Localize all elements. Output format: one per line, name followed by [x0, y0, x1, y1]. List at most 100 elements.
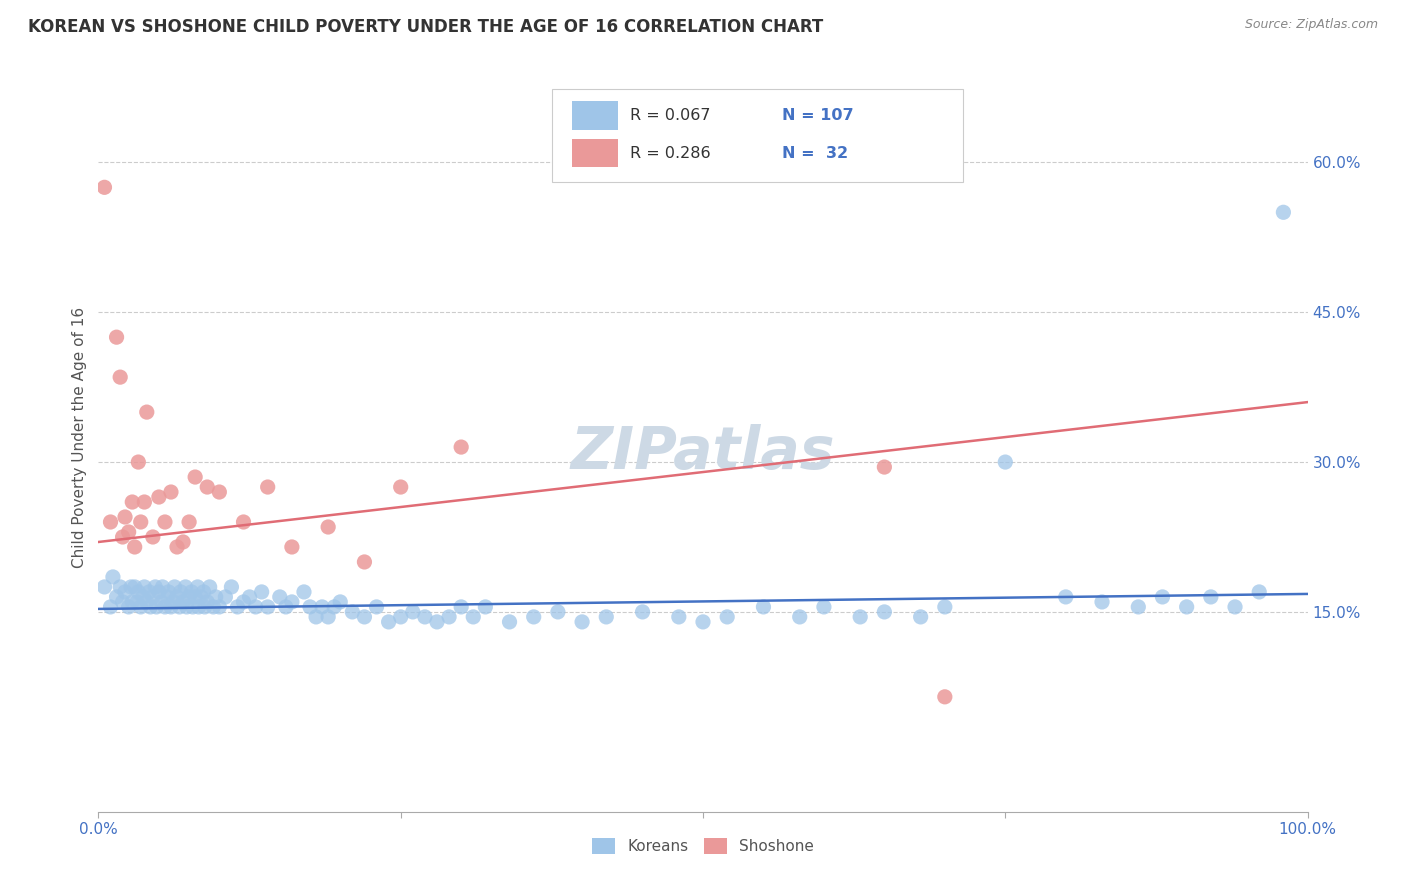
Point — [873, 460, 896, 475]
Point — [873, 605, 896, 619]
Point — [166, 590, 188, 604]
Point — [160, 485, 183, 500]
FancyBboxPatch shape — [551, 88, 963, 182]
Point — [132, 590, 155, 604]
Point — [934, 599, 956, 614]
Point — [1054, 590, 1077, 604]
Point — [366, 599, 388, 614]
Point — [153, 515, 176, 529]
Point — [93, 180, 115, 194]
Point — [139, 599, 162, 614]
Point — [1152, 590, 1174, 604]
Point — [105, 330, 128, 344]
Text: R = 0.067: R = 0.067 — [630, 108, 711, 123]
Point — [157, 585, 180, 599]
Point — [114, 510, 136, 524]
Point — [93, 580, 115, 594]
Point — [250, 585, 273, 599]
Point — [179, 515, 201, 529]
Point — [274, 599, 297, 614]
Point — [118, 524, 141, 539]
Point — [111, 530, 134, 544]
Point — [1091, 595, 1114, 609]
Point — [221, 580, 243, 594]
Point — [716, 610, 738, 624]
Point — [342, 605, 364, 619]
Point — [413, 610, 436, 624]
Point — [789, 610, 811, 624]
Point — [523, 610, 546, 624]
Point — [214, 590, 236, 604]
Point — [377, 615, 399, 629]
Point — [299, 599, 322, 614]
Point — [323, 599, 346, 614]
Point — [138, 585, 160, 599]
Point — [1128, 599, 1150, 614]
Point — [124, 580, 146, 594]
Point — [108, 580, 131, 594]
Point — [316, 520, 339, 534]
Point — [752, 599, 775, 614]
Point — [256, 480, 278, 494]
Point — [129, 515, 152, 529]
Text: N = 107: N = 107 — [782, 108, 853, 123]
Point — [166, 540, 188, 554]
Point — [208, 485, 231, 500]
Point — [121, 595, 143, 609]
Point — [292, 585, 315, 599]
Point — [353, 555, 375, 569]
Point — [316, 610, 339, 624]
Point — [145, 599, 167, 614]
Point — [498, 615, 520, 629]
Point — [134, 580, 156, 594]
Bar — [572, 139, 619, 168]
Point — [172, 595, 194, 609]
Point — [100, 515, 122, 529]
Point — [281, 540, 304, 554]
Point — [595, 610, 617, 624]
Point — [163, 580, 186, 594]
Point — [129, 599, 152, 614]
Point — [148, 490, 170, 504]
Point — [195, 480, 218, 494]
Point — [329, 595, 352, 609]
Point — [101, 570, 124, 584]
Point — [169, 585, 191, 599]
Point — [187, 599, 209, 614]
Bar — [572, 102, 619, 130]
Point — [311, 599, 333, 614]
Point — [389, 480, 412, 494]
Point — [1249, 585, 1271, 599]
Point — [239, 590, 262, 604]
Point — [180, 585, 202, 599]
Point — [389, 610, 412, 624]
Point — [256, 599, 278, 614]
Point — [1223, 599, 1246, 614]
Point — [142, 530, 165, 544]
Point — [142, 590, 165, 604]
Point — [162, 595, 184, 609]
Point — [934, 690, 956, 704]
Point — [152, 580, 174, 594]
Point — [118, 599, 141, 614]
Point — [204, 590, 226, 604]
Point — [195, 595, 218, 609]
Point — [198, 580, 221, 594]
Point — [111, 595, 134, 609]
Point — [402, 605, 425, 619]
Point — [1199, 590, 1222, 604]
Point — [114, 585, 136, 599]
Point — [190, 590, 212, 604]
Point — [127, 585, 149, 599]
Point — [135, 595, 157, 609]
Point — [194, 599, 217, 614]
Point — [120, 580, 142, 594]
Point — [994, 455, 1017, 469]
Point — [193, 585, 215, 599]
Point — [127, 595, 149, 609]
Point — [232, 515, 254, 529]
Point — [547, 605, 569, 619]
Point — [426, 615, 449, 629]
Point — [150, 595, 173, 609]
Point — [208, 599, 231, 614]
